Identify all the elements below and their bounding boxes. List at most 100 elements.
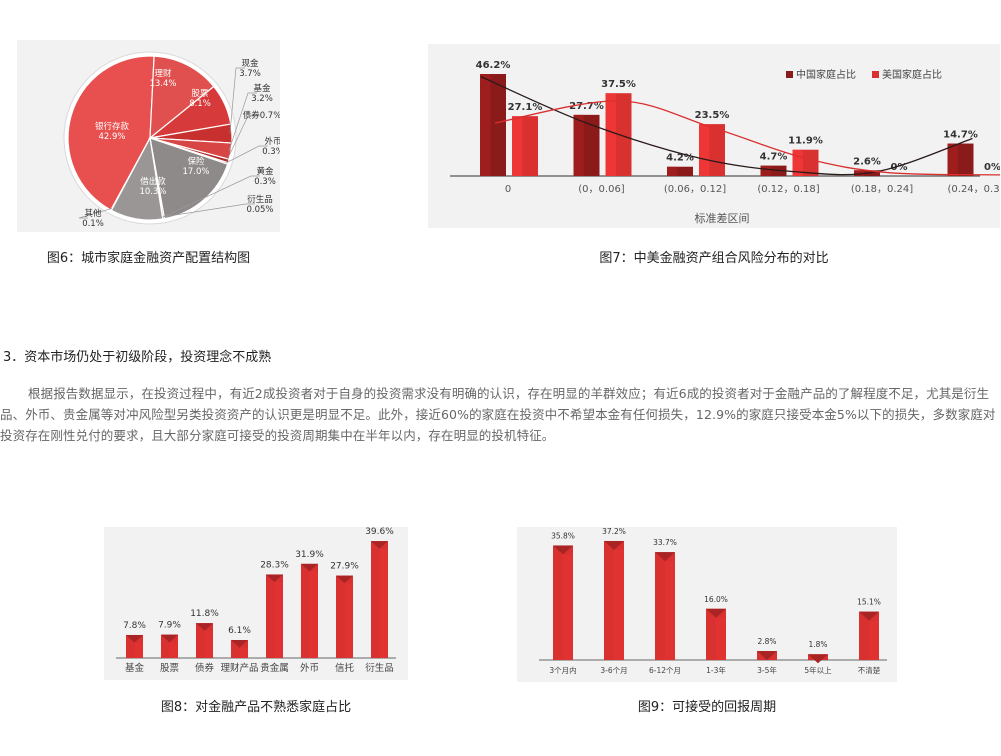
fig6-caption: 图6：城市家庭金融资产配置结构图 (46, 251, 251, 266)
pie-label: 基金 (253, 83, 271, 94)
pie-value-label: 0.05% (246, 205, 273, 215)
pie-leader-line (163, 175, 260, 218)
bar-right-face (204, 630, 213, 658)
bar-right-face (309, 571, 318, 658)
pie-value-label: 17.0% (182, 167, 209, 177)
bar-highlight (573, 114, 584, 176)
x-tick-label: 衍生品 (365, 662, 394, 674)
pie-slice (110, 137, 151, 212)
x-tick-label: 5年以上 (804, 665, 832, 675)
bar-right-face (134, 642, 143, 658)
x-tick-label: 股票 (160, 663, 180, 674)
pie-value-label: 0.3% (262, 147, 280, 157)
data-label: 0% (984, 162, 1000, 173)
data-label: 33.7% (653, 538, 677, 547)
x-tick-label: (0.12，0.18] (757, 184, 819, 195)
legend-label: 中国家庭占比 (796, 68, 856, 81)
bar-cap-shade (231, 639, 248, 648)
data-label: 27.1% (508, 102, 543, 113)
data-label: 2.8% (757, 637, 776, 646)
bar-highlight (667, 166, 678, 176)
bar-cap-shade (336, 575, 353, 584)
bar-cap-shade (126, 634, 143, 643)
pie-value-label: 0.1% (82, 219, 104, 229)
data-label: 31.9% (295, 550, 324, 560)
pie-value-label: 0.3% (254, 177, 276, 187)
data-label: 7.9% (158, 621, 181, 631)
pie-value-label: 42.9% (98, 132, 125, 142)
pie-leader-line (162, 203, 255, 218)
data-label: 16.0% (704, 595, 728, 604)
fig9-caption: 图9：可接受的回报周期 (637, 700, 777, 715)
fig8-caption: 图8：对金融产品不熟悉家庭占比 (160, 700, 352, 715)
bar (760, 165, 787, 176)
pie-leader-line (226, 115, 257, 161)
bar-highlight (854, 170, 865, 176)
bar-highlight (947, 143, 958, 176)
pie-value-label: 3.2% (251, 94, 273, 104)
data-label: 6.1% (228, 626, 251, 636)
bar-cap-shade (808, 654, 828, 664)
fig8-bar-chart: 7.8% 基金 7.9% 股票 11.8% 债券 6.1% 理财产品 28.3% 贵金属 31.9%… (116, 527, 396, 674)
x-tick-label: 理财产品 (220, 662, 258, 674)
section-heading: 3．资本市场仍处于初级阶段，投资理念不成熟 (3, 350, 272, 365)
data-label: 27.9% (330, 562, 359, 572)
data-label: 14.7% (943, 130, 978, 141)
x-tick-label: 1-3年 (706, 665, 726, 675)
data-label: 11.8% (190, 609, 219, 619)
data-label: 37.2% (602, 527, 626, 536)
legend-swatch (872, 71, 879, 78)
bar-right-face (239, 647, 248, 658)
bar-highlight (480, 74, 491, 176)
pie-label: 外币 (264, 136, 280, 147)
fig9-bar-chart: 35.8% 3个月内 37.2% 3-6个月 33.7% 6-12个月 16.0% 1-3年 2… (539, 527, 887, 675)
x-tick-label: 信托 (335, 662, 355, 674)
data-label: 23.5% (695, 110, 730, 121)
bar-right-face (169, 642, 178, 658)
bar-cap-shade (604, 540, 624, 550)
data-label: 27.7% (569, 101, 604, 112)
x-tick-label: 外币 (300, 662, 319, 674)
x-tick-label: (0.24，0.3] (948, 184, 1000, 195)
x-tick-label: (0，0.06] (578, 184, 625, 195)
x-tick-label: (0.18，0.24] (851, 184, 913, 195)
bar-right-face (869, 620, 879, 660)
bar-cap-shade (553, 545, 573, 555)
fig7-grouped-bar-chart: 0 (0，0.06] (0.06，0.12] (0.12，0.18] (0.18，0.2… (450, 60, 1000, 225)
pie-label: 保险 (187, 156, 205, 167)
data-label: 2.6% (853, 156, 881, 167)
pie-leader-line (229, 67, 245, 134)
bar-cap-shade (196, 623, 213, 631)
data-label: 35.8% (551, 531, 575, 540)
pie-value-label: 13.4% (149, 79, 176, 89)
x-tick-label: 3-6个月 (600, 666, 627, 675)
x-tick-label: 贵金属 (260, 662, 289, 674)
bar-cap-shade (655, 552, 675, 562)
x-tick-label: 0 (505, 184, 511, 195)
pie-label: 股票 (191, 89, 209, 99)
x-tick-label: (0.06，0.12] (664, 184, 726, 195)
pie-label: 现金 (241, 58, 259, 69)
bar-right-face (344, 583, 353, 658)
pie-label: 债券0.7% (243, 110, 280, 121)
legend-swatch (786, 71, 793, 78)
pie-slice (149, 137, 229, 220)
bar-highlight (605, 93, 616, 176)
bar-right-face (274, 582, 283, 658)
data-label: 37.5% (601, 79, 636, 90)
bar-highlight (512, 116, 523, 176)
pie-value-label: 10.3% (139, 187, 166, 197)
pie-label: 衍生品 (247, 194, 273, 205)
data-label: 1.8% (808, 640, 827, 649)
data-label: 15.1% (857, 598, 881, 607)
x-tick-label: 3个月内 (549, 665, 576, 675)
fig8-panel: 7.8% 基金 7.9% 股票 11.8% 债券 6.1% 理财产品 28.3% 贵金属 31.9%… (104, 527, 408, 680)
data-label: 28.3% (260, 560, 289, 570)
bar-cap-shade (161, 634, 178, 643)
pie-leader-line (78, 208, 113, 219)
data-label: 4.2% (666, 153, 694, 164)
bar-cap-shade (706, 608, 726, 618)
bar-cap-shade (371, 541, 388, 549)
data-label: 39.6% (365, 527, 394, 537)
